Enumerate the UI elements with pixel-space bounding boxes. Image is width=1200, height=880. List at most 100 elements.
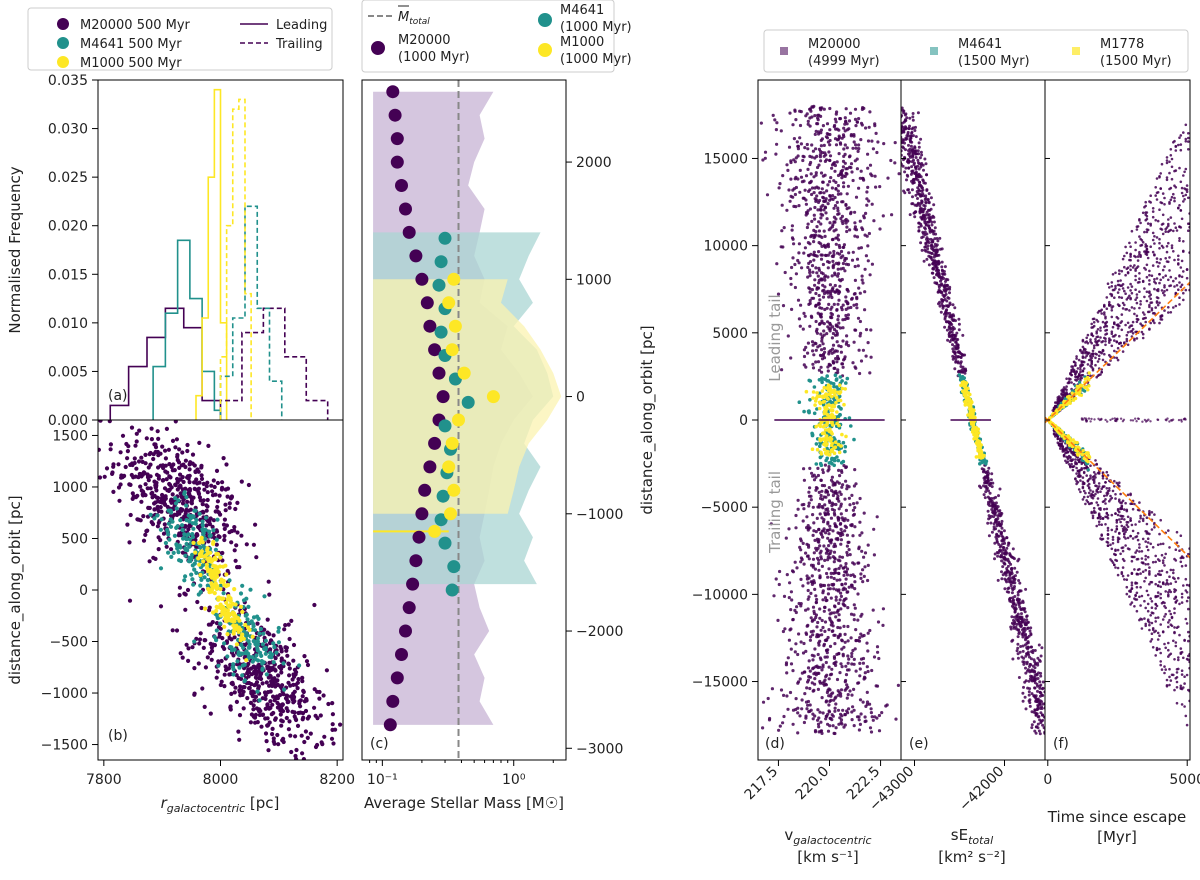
point [811, 362, 815, 366]
point [259, 659, 264, 664]
point [178, 651, 183, 656]
point [849, 612, 854, 616]
point [771, 113, 775, 117]
point [820, 187, 824, 191]
point [815, 331, 820, 335]
point [1048, 732, 1051, 735]
point [1047, 715, 1050, 718]
point [811, 349, 815, 353]
point [180, 501, 186, 506]
point [865, 690, 869, 695]
point [790, 598, 794, 602]
point [910, 171, 914, 174]
point [916, 158, 920, 162]
point [859, 138, 863, 142]
point [814, 673, 818, 677]
point [831, 583, 835, 587]
point [850, 693, 854, 697]
point [813, 538, 817, 543]
point [822, 154, 826, 158]
point [868, 273, 872, 277]
point [825, 122, 830, 126]
point [190, 534, 196, 540]
point [1003, 557, 1007, 561]
point [908, 124, 911, 128]
point [842, 243, 847, 247]
point [924, 200, 928, 204]
point [783, 270, 787, 275]
point [825, 655, 829, 659]
point [240, 583, 245, 588]
point [215, 566, 220, 571]
point [356, 695, 360, 699]
point [996, 578, 1000, 582]
point [215, 499, 220, 504]
point [1010, 572, 1014, 575]
point [920, 162, 924, 165]
point [814, 530, 818, 534]
point [1036, 677, 1040, 680]
point [1038, 686, 1042, 690]
point [1006, 587, 1010, 591]
point [1051, 725, 1054, 728]
point [838, 716, 842, 720]
point [934, 232, 938, 236]
point [847, 496, 852, 500]
point [795, 140, 799, 144]
point [218, 555, 223, 560]
point [843, 116, 847, 120]
point [197, 641, 202, 646]
point [957, 369, 961, 373]
point [178, 518, 183, 523]
point [1015, 649, 1019, 653]
point [810, 681, 814, 685]
point [172, 533, 177, 538]
point [806, 167, 810, 171]
point [837, 136, 842, 140]
point [808, 274, 812, 278]
point [894, 109, 897, 112]
point [785, 694, 789, 698]
point [854, 366, 858, 370]
point [161, 531, 167, 536]
point [840, 639, 844, 643]
point [299, 733, 304, 738]
point [829, 549, 833, 553]
point [1032, 694, 1036, 698]
point [817, 163, 821, 167]
point [852, 502, 856, 506]
point [925, 173, 928, 177]
point [187, 519, 192, 524]
point [330, 722, 335, 727]
point [911, 181, 915, 184]
point [911, 151, 915, 155]
point [1017, 632, 1021, 636]
point [1035, 673, 1039, 677]
point [1002, 561, 1006, 565]
point [1036, 704, 1040, 707]
point [183, 464, 188, 470]
point [179, 508, 184, 513]
legend-mid-m20000-age: (1000 Myr) [398, 50, 470, 65]
point [826, 512, 830, 516]
point [924, 162, 928, 166]
point [825, 132, 829, 136]
point [836, 558, 840, 562]
point [296, 710, 301, 716]
point [225, 608, 230, 613]
point [825, 379, 829, 383]
point [927, 263, 931, 267]
point [833, 283, 837, 288]
point [1016, 656, 1020, 660]
point [197, 440, 202, 445]
point [229, 540, 234, 545]
point [932, 215, 936, 219]
point [850, 718, 854, 722]
point [855, 501, 859, 505]
point [844, 119, 848, 123]
point [950, 330, 954, 334]
point [836, 192, 841, 196]
point [271, 739, 276, 744]
mass-point-m20000 [415, 507, 429, 521]
mass-point-m20000 [406, 577, 420, 591]
